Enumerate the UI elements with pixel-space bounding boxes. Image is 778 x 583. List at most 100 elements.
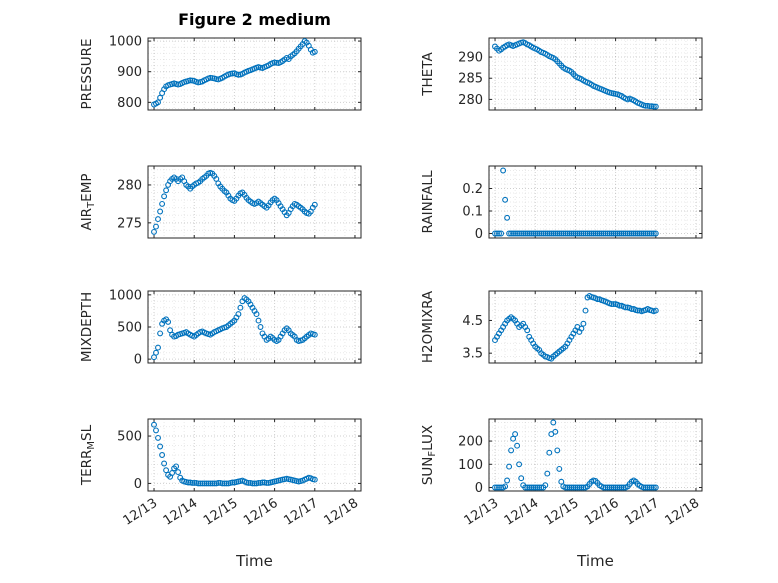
- svg-text:3.5: 3.5: [462, 347, 483, 362]
- y-tick-labels: 800 900 1000: [109, 35, 142, 111]
- data-point: [612, 484, 619, 491]
- data-point: [542, 230, 549, 237]
- data-point: [245, 479, 252, 486]
- data-point: [221, 480, 228, 487]
- data-point: [203, 480, 210, 487]
- data-point: [558, 478, 565, 485]
- data-point: [524, 327, 531, 334]
- data-point: [512, 431, 519, 438]
- data-point: [163, 187, 170, 194]
- data-point: [636, 230, 643, 237]
- data-point: [524, 484, 531, 491]
- data-point: [494, 230, 500, 237]
- data-point: [516, 461, 523, 468]
- data-points: [151, 295, 318, 361]
- data-point: [558, 230, 565, 237]
- data-point: [518, 230, 525, 237]
- y-tick-labels: 0 100 200: [458, 435, 483, 496]
- data-point: [157, 330, 164, 337]
- data-point: [205, 480, 212, 487]
- data-point: [564, 230, 571, 237]
- data-point: [600, 484, 607, 491]
- data-point: [578, 325, 585, 332]
- data-point: [572, 230, 579, 237]
- data-point: [594, 296, 601, 303]
- data-point: [644, 230, 651, 237]
- data-point: [622, 230, 629, 237]
- data-point: [498, 484, 505, 491]
- data-point: [628, 230, 635, 237]
- data-point: [534, 484, 541, 491]
- data-point: [618, 230, 625, 237]
- data-point: [311, 48, 318, 55]
- data-point: [576, 484, 583, 491]
- data-point: [215, 479, 222, 486]
- data-point: [534, 230, 541, 237]
- data-point: [151, 228, 157, 235]
- data-point: [532, 230, 539, 237]
- subplot-air_temp: 275 280 AIRTEMP: [79, 165, 362, 239]
- data-point: [528, 484, 535, 491]
- y-tick-labels: 280 285 290: [458, 51, 483, 108]
- data-point: [223, 480, 230, 487]
- data-point: [608, 301, 615, 308]
- data-point: [311, 476, 318, 483]
- data-point: [173, 463, 180, 470]
- data-point: [159, 452, 166, 458]
- data-point: [249, 480, 256, 487]
- x-axis-label-right: Time: [577, 552, 614, 570]
- data-point: [552, 428, 559, 435]
- data-point: [570, 484, 577, 491]
- data-point: [562, 230, 569, 237]
- data-point: [169, 470, 176, 476]
- data-point: [646, 484, 653, 491]
- data-point: [652, 307, 659, 314]
- data-point: [514, 230, 521, 237]
- data-point: [153, 223, 159, 230]
- data-point: [512, 230, 519, 237]
- data-point: [506, 463, 513, 470]
- data-point: [634, 307, 641, 314]
- data-point: [582, 230, 589, 237]
- data-point: [580, 320, 587, 327]
- ylabel-mixdepth: MIXDEPTH: [79, 292, 95, 362]
- data-point: [151, 421, 157, 428]
- data-point: [560, 230, 567, 237]
- svg-text:275: 275: [117, 216, 142, 231]
- data-point: [550, 230, 557, 237]
- data-point: [496, 484, 502, 491]
- data-point: [161, 460, 168, 467]
- svg-text:280: 280: [117, 178, 142, 193]
- data-point: [540, 230, 547, 237]
- data-point: [650, 484, 657, 491]
- figure-title: Figure 2 medium: [178, 10, 331, 29]
- data-point: [197, 480, 204, 487]
- data-point: [504, 214, 511, 221]
- data-point: [536, 230, 543, 237]
- svg-text:0: 0: [134, 477, 142, 492]
- subplot-h2omixra: 3.5 4.5 H2OMIXRA: [420, 290, 703, 364]
- data-point: [616, 302, 623, 309]
- svg-text:12/15: 12/15: [542, 496, 582, 529]
- data-point: [640, 230, 647, 237]
- svg-text:12/13: 12/13: [462, 496, 502, 529]
- data-point: [237, 304, 244, 311]
- y-tick-labels: 0 500: [117, 430, 142, 492]
- svg-text:0: 0: [475, 227, 483, 242]
- data-point: [492, 484, 498, 491]
- data-point: [544, 230, 551, 237]
- grid-lines: [489, 165, 702, 239]
- svg-text:1000: 1000: [109, 288, 142, 303]
- svg-text:900: 900: [117, 65, 142, 80]
- data-point: [556, 465, 563, 472]
- axes-box: [488, 37, 703, 111]
- data-point: [612, 230, 619, 237]
- svg-text:12/13: 12/13: [121, 496, 161, 529]
- data-point: [608, 230, 615, 237]
- data-point: [508, 447, 515, 454]
- data-point: [492, 230, 498, 237]
- data-point: [618, 484, 625, 491]
- data-point: [514, 442, 521, 449]
- data-point: [229, 479, 236, 486]
- x-axis-label-left: Time: [236, 552, 273, 570]
